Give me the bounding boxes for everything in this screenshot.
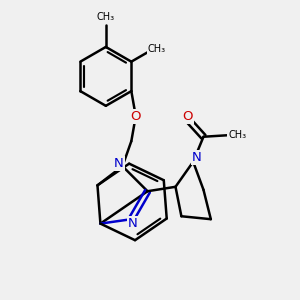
Text: CH₃: CH₃ (147, 44, 165, 54)
Text: N: N (114, 157, 124, 170)
Text: N: N (128, 217, 138, 230)
Text: CH₃: CH₃ (97, 13, 115, 22)
Text: CH₃: CH₃ (228, 130, 246, 140)
Text: N: N (192, 151, 202, 164)
Text: O: O (182, 110, 193, 123)
Text: O: O (130, 110, 141, 123)
